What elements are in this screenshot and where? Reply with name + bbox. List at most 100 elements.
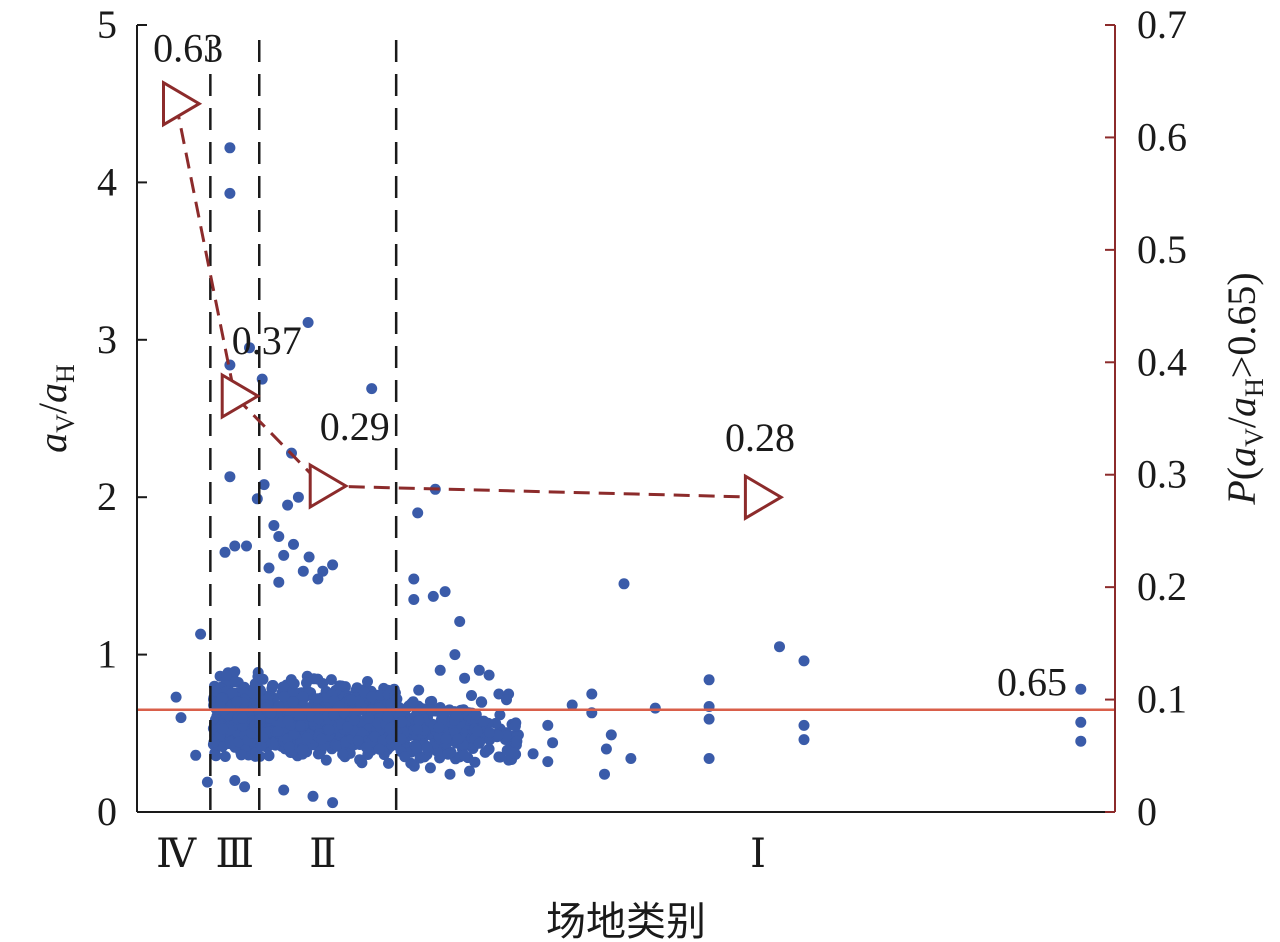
scatter-point	[296, 744, 308, 756]
probability-marker	[162, 80, 203, 128]
scatter-point	[292, 491, 304, 503]
scatter-point	[424, 762, 436, 774]
scatter-point	[382, 711, 394, 723]
right-tick-label: 0.2	[1137, 564, 1187, 609]
scatter-point	[363, 712, 375, 724]
scatter-point	[287, 696, 299, 708]
scatter-point	[327, 559, 339, 571]
scatter-point	[219, 751, 231, 762]
scatter-point	[297, 565, 309, 577]
scatter-points	[170, 142, 1087, 809]
threshold-label: 0.65	[997, 660, 1067, 705]
scatter-point	[210, 685, 222, 697]
scatter-point	[469, 756, 481, 768]
axes: 0 1 2 3 4 5 0 0.1 0.2 0.3 0.4 0.5 0.6 0.7 Ⅳ Ⅲ Ⅱ Ⅰ	[97, 2, 1187, 876]
scatter-point	[360, 742, 372, 753]
scatter-point	[354, 754, 366, 766]
scatter-point	[325, 674, 337, 686]
y-axis-title-left: aV​/aH​	[30, 364, 80, 453]
probability-marker	[220, 372, 261, 420]
y-axis-title-part: V	[51, 414, 80, 433]
scatter-point	[342, 721, 354, 733]
left-tick-label: 2	[97, 474, 117, 519]
scatter-point	[426, 695, 438, 707]
scatter-point	[511, 735, 523, 747]
scatter-point	[586, 688, 598, 700]
scatter-point	[273, 576, 285, 588]
scatter-point	[278, 784, 290, 796]
y-axis-title-right: P(aV​/aH​>0.65)	[1219, 272, 1269, 505]
left-tick-label: 4	[97, 159, 117, 204]
site-class-boundaries	[209, 40, 398, 812]
scatter-point	[224, 471, 236, 483]
scatter-point	[411, 723, 423, 735]
scatter-point	[268, 520, 280, 531]
scatter-point	[224, 187, 236, 199]
scatter-point	[625, 753, 637, 764]
scatter-point	[542, 719, 554, 731]
scatter-point	[226, 687, 238, 699]
scatter-point	[297, 691, 309, 703]
scatter-point	[798, 655, 810, 667]
scatter-point	[798, 719, 810, 731]
scatter-point	[473, 737, 485, 749]
scatter-point	[229, 676, 241, 688]
y-axis-title-part: /	[30, 402, 75, 414]
scatter-point	[217, 723, 229, 735]
scatter-point	[301, 732, 313, 743]
left-tick-label: 5	[97, 2, 117, 47]
scatter-point	[433, 722, 445, 734]
scatter-point	[229, 775, 241, 786]
scatter-point	[282, 499, 294, 511]
probability-marker	[743, 473, 785, 521]
scatter-point	[484, 727, 495, 738]
scatter-point	[408, 594, 420, 605]
scatter-point	[774, 641, 785, 653]
scatter-point	[352, 735, 364, 746]
scatter-point	[295, 720, 306, 732]
scatter-point	[703, 753, 715, 764]
right-tick-label: 0.3	[1137, 452, 1187, 497]
scatter-point	[434, 664, 446, 676]
scatter-point	[239, 781, 251, 793]
y-axis-title-part: a	[30, 433, 75, 453]
scatter-point	[1075, 683, 1087, 695]
probability-line	[174, 103, 759, 499]
scatter-point	[439, 586, 451, 598]
scatter-point	[170, 691, 182, 703]
probability-label: 0.29	[320, 404, 390, 449]
scatter-point	[263, 562, 275, 574]
scatter-point	[442, 748, 454, 760]
scatter-point	[399, 751, 411, 763]
scatter-point	[224, 736, 236, 748]
scatter-point	[599, 768, 610, 780]
scatter-point	[327, 797, 339, 809]
scatter-point	[395, 733, 407, 745]
y-axis-title-right-part: >0.65)	[1219, 272, 1264, 378]
scatter-point	[320, 754, 332, 766]
site-class-label: Ⅱ	[309, 831, 336, 876]
scatter-point	[483, 669, 495, 681]
scatter-point	[527, 748, 539, 760]
site-class-label: Ⅳ	[156, 831, 197, 876]
scatter-point	[458, 749, 470, 761]
scatter-point	[277, 681, 289, 693]
scatter-point	[316, 733, 328, 745]
scatter-point	[257, 673, 269, 685]
scatter-point	[303, 551, 315, 563]
scatter-point	[1075, 716, 1087, 728]
scatter-point	[241, 540, 252, 552]
scatter-point	[492, 729, 504, 741]
threshold-line-group: 0.65	[137, 660, 1115, 711]
right-tick-label: 0.7	[1137, 2, 1187, 47]
scatter-point	[494, 751, 506, 763]
scatter-point	[362, 676, 373, 687]
right-tick-label: 0.5	[1137, 227, 1187, 272]
x-axis-title: 场地类别	[546, 899, 706, 942]
scatter-point	[312, 573, 324, 585]
probability-series: 0.63 0.37 0.29 0.28	[153, 26, 795, 521]
scatter-point	[219, 546, 231, 558]
scatter-point	[283, 741, 295, 753]
left-tick-label: 1	[97, 632, 117, 677]
